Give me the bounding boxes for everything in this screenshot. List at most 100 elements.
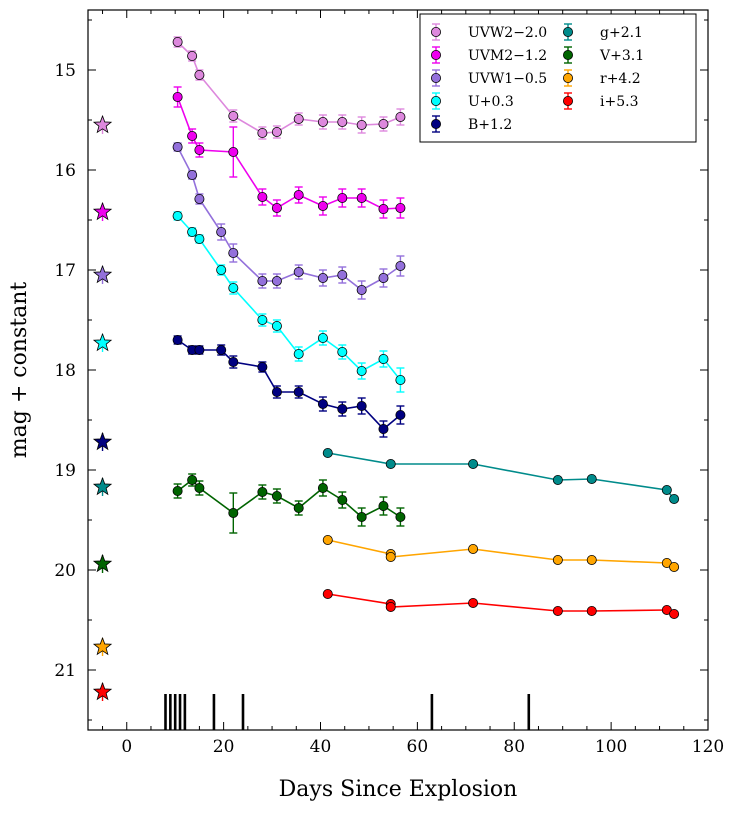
legend-label: i+5.3 bbox=[600, 94, 638, 110]
series-line bbox=[327, 593, 675, 615]
data-point bbox=[337, 403, 348, 414]
data-point bbox=[356, 284, 367, 295]
data-point bbox=[378, 203, 389, 214]
x-tick-label: 120 bbox=[692, 737, 724, 757]
series-line bbox=[327, 539, 675, 568]
data-points bbox=[172, 37, 680, 620]
data-point bbox=[271, 127, 282, 138]
data-point bbox=[257, 191, 268, 202]
legend-label: r+4.2 bbox=[600, 71, 641, 87]
data-point bbox=[669, 562, 680, 573]
data-point bbox=[257, 275, 268, 286]
data-point bbox=[356, 512, 367, 523]
data-point bbox=[293, 348, 304, 359]
y-tick-label: 19 bbox=[54, 461, 76, 481]
y-tick-label: 16 bbox=[54, 161, 76, 181]
data-point bbox=[378, 119, 389, 130]
data-point bbox=[317, 398, 328, 409]
legend: UVW2−2.0 UVM2−1.2 UVW1−0.5 U+0.3 B+1.2 g+2.1 V… bbox=[419, 13, 697, 143]
data-point bbox=[356, 120, 367, 131]
data-point bbox=[187, 226, 198, 237]
data-point bbox=[187, 474, 198, 485]
x-tick-label: 20 bbox=[213, 737, 235, 757]
data-point bbox=[172, 210, 183, 221]
x-tick-label: 0 bbox=[121, 737, 132, 757]
data-point bbox=[378, 500, 389, 511]
legend-label: V+3.1 bbox=[599, 48, 644, 64]
legend-marker bbox=[563, 50, 574, 61]
data-point bbox=[194, 144, 205, 155]
data-point bbox=[257, 486, 268, 497]
data-point bbox=[337, 346, 348, 357]
data-point bbox=[257, 127, 268, 138]
legend-label: g+2.1 bbox=[600, 25, 643, 41]
data-point bbox=[669, 609, 680, 620]
series-line bbox=[177, 41, 401, 134]
data-point bbox=[317, 272, 328, 283]
x-tick-label: 40 bbox=[310, 737, 332, 757]
data-point bbox=[317, 332, 328, 343]
data-point bbox=[257, 314, 268, 325]
y-tick-label: 17 bbox=[54, 261, 76, 281]
data-point bbox=[216, 344, 227, 355]
data-point bbox=[337, 117, 348, 128]
series-line bbox=[327, 452, 675, 500]
x-tick-labels: 0 20 40 60 80 100 120 bbox=[121, 737, 724, 757]
data-point bbox=[257, 361, 268, 372]
data-point bbox=[468, 458, 479, 469]
data-point bbox=[661, 484, 672, 495]
data-point bbox=[187, 51, 198, 62]
legend-marker bbox=[563, 26, 574, 37]
reference-star bbox=[92, 681, 113, 701]
data-point bbox=[395, 409, 406, 420]
data-point bbox=[395, 374, 406, 385]
series-line bbox=[177, 478, 401, 518]
data-point bbox=[669, 493, 680, 504]
data-point bbox=[172, 141, 183, 152]
legend-marker bbox=[430, 26, 441, 37]
data-point bbox=[194, 233, 205, 244]
data-point bbox=[385, 552, 396, 563]
x-tick-label: 80 bbox=[503, 737, 525, 757]
reference-star bbox=[92, 476, 113, 496]
data-point bbox=[172, 37, 183, 48]
y-tick-label: 18 bbox=[54, 361, 76, 381]
data-point bbox=[317, 200, 328, 211]
data-point bbox=[378, 423, 389, 434]
data-point bbox=[293, 189, 304, 200]
reference-star bbox=[92, 114, 113, 134]
data-point bbox=[228, 111, 239, 122]
legend-box bbox=[419, 13, 697, 143]
data-point bbox=[172, 92, 183, 103]
data-point bbox=[271, 490, 282, 501]
reference-star bbox=[92, 636, 113, 656]
reference-star bbox=[92, 201, 113, 221]
data-point bbox=[187, 130, 198, 141]
data-point bbox=[271, 386, 282, 397]
data-point bbox=[228, 356, 239, 367]
data-point bbox=[187, 169, 198, 180]
epoch-markers bbox=[164, 694, 531, 730]
legend-marker bbox=[430, 50, 441, 61]
legend-marker bbox=[563, 96, 574, 107]
data-point bbox=[356, 365, 367, 376]
data-point bbox=[337, 269, 348, 280]
data-point bbox=[356, 192, 367, 203]
data-point bbox=[271, 275, 282, 286]
data-point bbox=[586, 555, 597, 566]
data-point bbox=[322, 447, 333, 458]
data-point bbox=[293, 266, 304, 277]
data-point bbox=[194, 482, 205, 493]
data-point bbox=[194, 70, 205, 81]
data-point bbox=[322, 535, 333, 546]
data-point bbox=[317, 482, 328, 493]
data-point bbox=[216, 264, 227, 275]
data-point bbox=[194, 344, 205, 355]
legend-label: B+1.2 bbox=[468, 117, 512, 133]
data-point bbox=[172, 485, 183, 496]
series-line bbox=[176, 96, 401, 210]
y-axis-label: mag + constant bbox=[7, 282, 32, 459]
x-tick-label: 100 bbox=[595, 737, 627, 757]
data-point bbox=[337, 192, 348, 203]
data-point bbox=[228, 146, 239, 157]
